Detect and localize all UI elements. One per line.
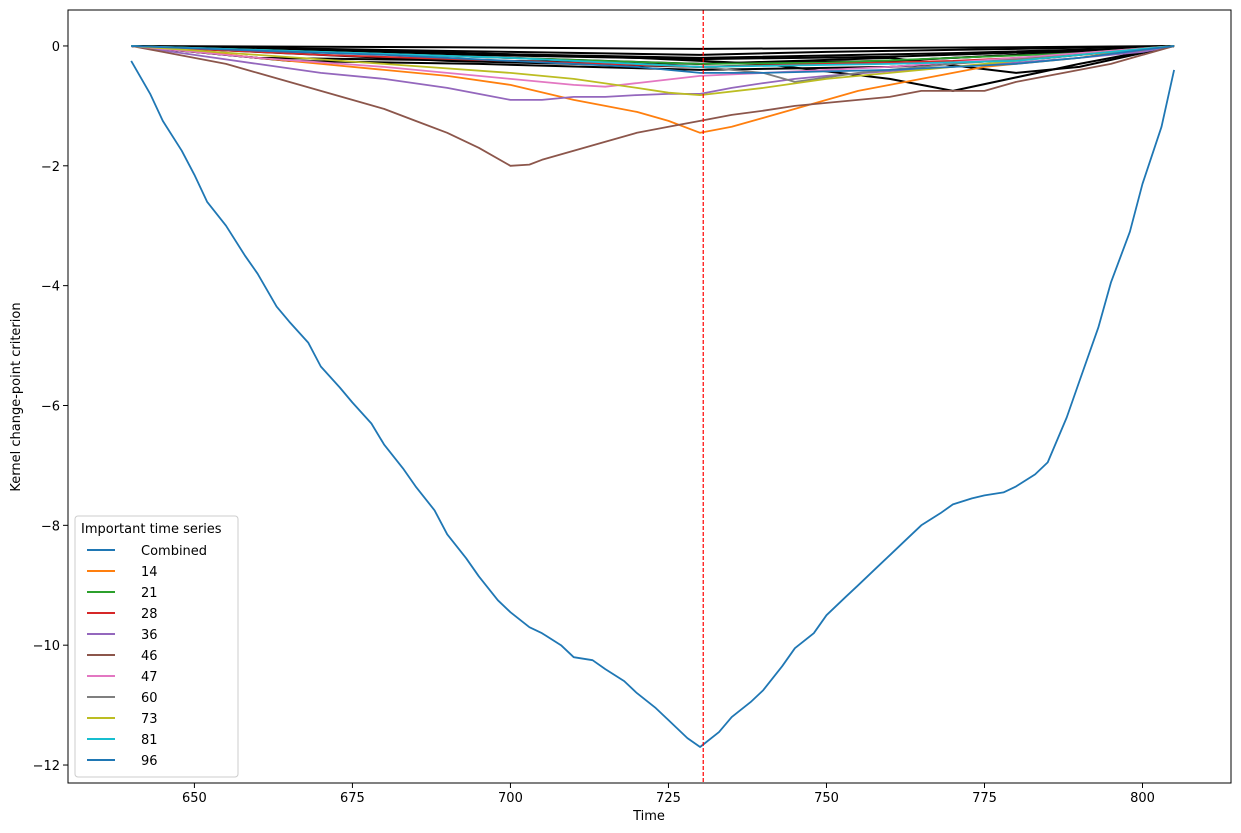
y-tick-label--12: −12 — [33, 759, 60, 774]
series-line-81 — [131, 45, 1175, 68]
background-series-line-9 — [131, 45, 1175, 50]
series-group — [130, 10, 1175, 783]
series-line-73 — [131, 45, 1175, 96]
x-tick-label-725: 725 — [656, 791, 681, 806]
legend-label-96: 96 — [141, 754, 158, 769]
legend-box — [74, 515, 239, 778]
legend-label-21: 21 — [141, 586, 158, 601]
background-series-line-5 — [131, 45, 1175, 56]
legend-label-28: 28 — [141, 607, 158, 622]
legend-label-46: 46 — [141, 649, 158, 664]
y-tick-label--8: −8 — [41, 519, 60, 534]
y-tick-label--6: −6 — [41, 399, 60, 414]
x-tick-label-775: 775 — [972, 791, 997, 806]
y-tick-label--10: −10 — [33, 639, 60, 654]
x-tick-label-650: 650 — [182, 791, 207, 806]
legend-label-73: 73 — [141, 712, 158, 727]
legend: Important time series Combined 14 21 28 36 46 4… — [74, 515, 239, 778]
y-tick-label--2: −2 — [41, 160, 60, 175]
x-tick-label-750: 750 — [814, 791, 839, 806]
legend-label-combined: Combined — [141, 544, 207, 559]
axes: 650 675 700 725 750 775 800 0 −2 −4 −6 −8 −10 −12 — [33, 9, 1232, 806]
series-line-96 — [131, 45, 1175, 74]
legend-label-81: 81 — [141, 733, 158, 748]
legend-label-60: 60 — [141, 691, 158, 706]
x-axis-label: Time — [632, 809, 665, 824]
legend-title: Important time series — [81, 522, 222, 537]
plot-area — [130, 10, 1175, 783]
series-line-combined — [130, 60, 1175, 748]
x-tick-label-800: 800 — [1130, 791, 1155, 806]
y-axis-label: Kernel change-point criterion — [9, 302, 24, 491]
y-tick-label--4: −4 — [41, 280, 60, 295]
legend-label-47: 47 — [141, 670, 158, 685]
x-tick-label-675: 675 — [340, 791, 365, 806]
axes-frame — [67, 9, 1232, 784]
x-tick-label-700: 700 — [498, 791, 523, 806]
legend-label-36: 36 — [141, 628, 158, 643]
y-tick-label-0: 0 — [52, 40, 60, 55]
legend-label-14: 14 — [141, 565, 158, 580]
series-line-46 — [131, 45, 1175, 167]
